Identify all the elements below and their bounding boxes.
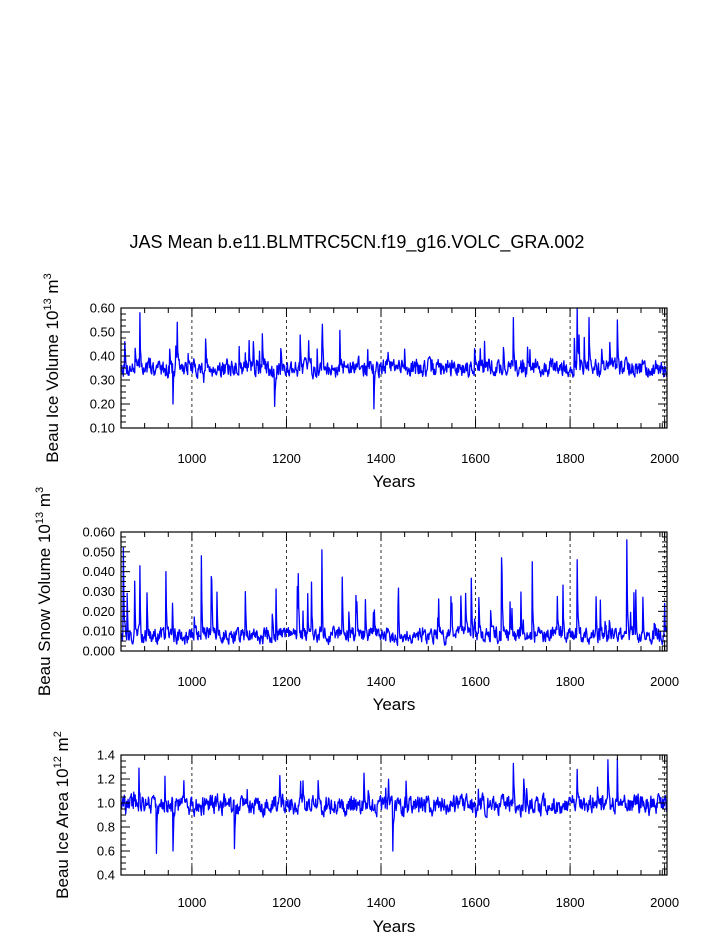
x-tick-label: 1800 — [556, 674, 585, 689]
x-tick-label: 1000 — [177, 895, 206, 910]
series-line — [120, 539, 668, 646]
y-tick-label: 0.6 — [97, 844, 115, 859]
x-tick-label: 1200 — [272, 674, 301, 689]
y-axis-label: Beau Ice Volume 1013 m3 — [42, 273, 62, 462]
y-axis-label: Beau Ice Area 1012 m2 — [52, 731, 72, 899]
x-tick-label: 2000 — [650, 451, 679, 466]
y-tick-label: 0.000 — [82, 644, 115, 659]
x-axis-label: Years — [373, 917, 416, 935]
x-tick-label: 1000 — [177, 674, 206, 689]
x-tick-label: 1800 — [556, 451, 585, 466]
x-tick-label: 2000 — [650, 895, 679, 910]
y-tick-label: 1.0 — [97, 796, 115, 811]
y-tick-label: 1.4 — [97, 748, 115, 763]
y-axis-label: Beau Snow Volume 1013 m3 — [34, 487, 54, 696]
x-tick-label: 2000 — [650, 674, 679, 689]
series-line — [120, 757, 668, 855]
x-axis-label: Years — [373, 472, 416, 491]
chart-panel-3: 1000 1200 1400 1600 1800 2000 0.4 0.6 0.8 1.0 1.2 1… — [52, 731, 679, 935]
x-tick-label: 1000 — [177, 451, 206, 466]
x-tick-label: 1400 — [367, 451, 396, 466]
y-tick-label: 1.2 — [97, 772, 115, 787]
y-tick-label: 0.60 — [90, 301, 115, 316]
x-tick-label: 1200 — [272, 451, 301, 466]
y-tick-label: 0.8 — [97, 820, 115, 835]
x-tick-label: 1600 — [461, 895, 490, 910]
y-tick-label: 0.020 — [82, 604, 115, 619]
chart-panel-1: 1000 1200 1400 1600 1800 2000 0.10 0.20 0.30 0.40… — [42, 273, 679, 491]
y-tick-label: 0.010 — [82, 624, 115, 639]
x-axis-label: Years — [373, 695, 416, 714]
x-tick-label: 1200 — [272, 895, 301, 910]
x-tick-label: 1800 — [556, 895, 585, 910]
y-tick-label: 0.4 — [97, 868, 115, 883]
y-tick-label: 0.030 — [82, 584, 115, 599]
x-tick-label: 1400 — [367, 674, 396, 689]
y-tick-label: 0.050 — [82, 544, 115, 559]
y-tick-label: 0.50 — [90, 325, 115, 340]
x-tick-label: 1600 — [461, 451, 490, 466]
x-tick-label: 1400 — [367, 895, 396, 910]
y-tick-label: 0.060 — [82, 525, 115, 540]
x-tick-label: 1600 — [461, 674, 490, 689]
y-tick-label: 0.30 — [90, 373, 115, 388]
chart-title: JAS Mean b.e11.BLMTRC5CN.f19_g16.VOLC_GR… — [130, 232, 585, 253]
y-tick-label: 0.40 — [90, 349, 115, 364]
chart-panel-2: 1000 1200 1400 1600 1800 2000 0.000 0.010 0.020 0… — [34, 487, 679, 714]
y-tick-label: 0.20 — [90, 397, 115, 412]
y-tick-label: 0.10 — [90, 421, 115, 436]
y-tick-label: 0.040 — [82, 564, 115, 579]
series-line — [120, 307, 668, 410]
